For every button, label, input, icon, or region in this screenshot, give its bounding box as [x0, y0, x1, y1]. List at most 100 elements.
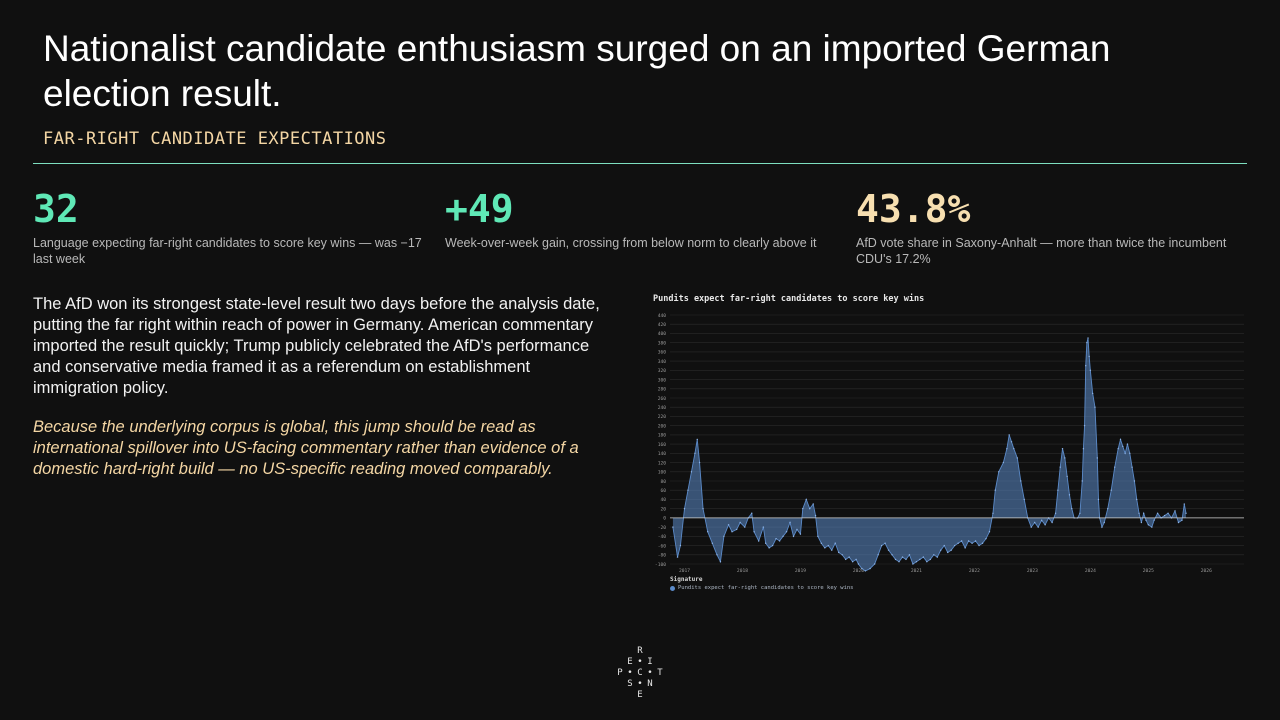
data-point	[802, 507, 804, 510]
x-tick-label: 2024	[1085, 568, 1096, 574]
data-point	[1124, 452, 1126, 455]
data-point	[1068, 494, 1071, 496]
data-point	[1086, 341, 1088, 344]
logo-glyph: R	[637, 646, 643, 656]
logo-glyph: •	[637, 679, 643, 689]
legend-title: Signature	[670, 576, 703, 583]
kpi-description: AfD vote share in Saxony-Anhalt — more t…	[856, 236, 1227, 266]
data-point	[1088, 355, 1090, 358]
y-tick-label: 140	[658, 451, 667, 457]
data-point	[988, 531, 991, 533]
data-point	[880, 544, 883, 547]
x-tick-label: 2022	[969, 568, 980, 574]
data-point	[1061, 448, 1064, 450]
logo-glyph: •	[627, 668, 633, 678]
data-point	[758, 540, 760, 542]
data-point	[1002, 461, 1005, 464]
data-point	[831, 549, 833, 551]
data-point	[947, 551, 949, 554]
y-tick-label: -40	[658, 534, 667, 540]
page-subtitle: FAR-RIGHT CANDIDATE EXPECTATIONS	[43, 129, 387, 149]
data-point	[1040, 519, 1043, 521]
data-point	[1016, 457, 1018, 459]
x-tick-label: 2020	[853, 568, 864, 574]
y-tick-label: 320	[658, 368, 667, 374]
y-tick-label: 440	[658, 313, 667, 319]
data-point	[1101, 526, 1103, 528]
data-point	[1051, 521, 1053, 524]
data-point	[933, 554, 935, 556]
data-point	[960, 540, 963, 542]
data-point	[683, 507, 686, 510]
x-tick-label: 2026	[1201, 568, 1212, 574]
data-point	[690, 471, 693, 473]
x-tick-label: 2025	[1143, 568, 1154, 574]
logo-glyph: E	[627, 657, 633, 667]
y-tick-label: -60	[658, 543, 667, 549]
kpi-vote-share: 43.8% AfD vote share in Saxony-Anhalt — …	[856, 186, 1251, 267]
data-point	[762, 526, 765, 528]
data-point	[994, 489, 996, 491]
data-point	[679, 544, 682, 547]
data-point	[1126, 443, 1129, 445]
data-point	[744, 526, 746, 528]
data-point	[957, 542, 959, 544]
data-point	[908, 554, 911, 556]
x-tick-label: 2021	[911, 568, 922, 574]
data-point	[702, 507, 704, 510]
data-point	[1107, 507, 1109, 510]
y-tick-label: -80	[658, 553, 667, 559]
data-point	[698, 461, 701, 464]
data-point	[1083, 424, 1086, 427]
data-point	[919, 558, 921, 561]
data-point	[869, 567, 871, 570]
chart-svg: -100 -80 -60 -40 -20 0 20 40 60 80 100 120 140 160 180…	[655, 313, 1244, 574]
data-point	[1066, 475, 1068, 478]
data-point	[1181, 519, 1183, 521]
data-point	[950, 549, 952, 551]
data-point	[723, 535, 725, 538]
y-tick-label: 240	[658, 405, 667, 411]
data-point	[809, 507, 811, 510]
data-point	[1103, 521, 1105, 524]
brand-logo: R E • I P • C • T S • N E	[612, 646, 668, 702]
data-point	[844, 558, 847, 561]
data-point	[1081, 480, 1083, 482]
data-point	[1151, 526, 1153, 528]
data-point	[771, 544, 774, 547]
data-point	[1089, 369, 1092, 372]
y-tick-label: 260	[658, 396, 667, 402]
data-point	[967, 540, 970, 542]
y-tick-label: 100	[658, 470, 667, 476]
data-point	[1044, 524, 1046, 526]
y-tick-label: 160	[658, 442, 667, 448]
legend-item[interactable]: Pundits expect far-right candidates to s…	[670, 585, 854, 591]
data-point	[1133, 480, 1136, 482]
kpi-value: +49	[445, 187, 514, 231]
data-point	[764, 542, 767, 544]
data-point	[1023, 498, 1025, 501]
x-tick-label: 2017	[679, 568, 690, 574]
logo-glyph: I	[647, 657, 653, 667]
data-point	[799, 533, 802, 535]
data-point	[775, 537, 777, 540]
data-point	[1122, 445, 1124, 448]
data-point	[1079, 512, 1081, 514]
y-tick-label: 360	[658, 350, 667, 356]
data-point	[696, 438, 698, 441]
data-point	[1131, 466, 1133, 468]
data-point	[1129, 452, 1131, 455]
data-point	[731, 531, 733, 533]
logo-glyph: E	[637, 690, 643, 700]
data-point	[971, 542, 973, 544]
data-point	[851, 560, 854, 563]
data-point	[1117, 448, 1119, 450]
legend-swatch	[670, 585, 675, 591]
x-tick-label: 2023	[1027, 568, 1038, 574]
data-point	[922, 556, 925, 558]
data-point	[672, 526, 674, 528]
data-point	[838, 551, 840, 554]
data-point	[936, 556, 938, 558]
data-point	[1008, 434, 1010, 436]
data-point	[1033, 521, 1036, 524]
